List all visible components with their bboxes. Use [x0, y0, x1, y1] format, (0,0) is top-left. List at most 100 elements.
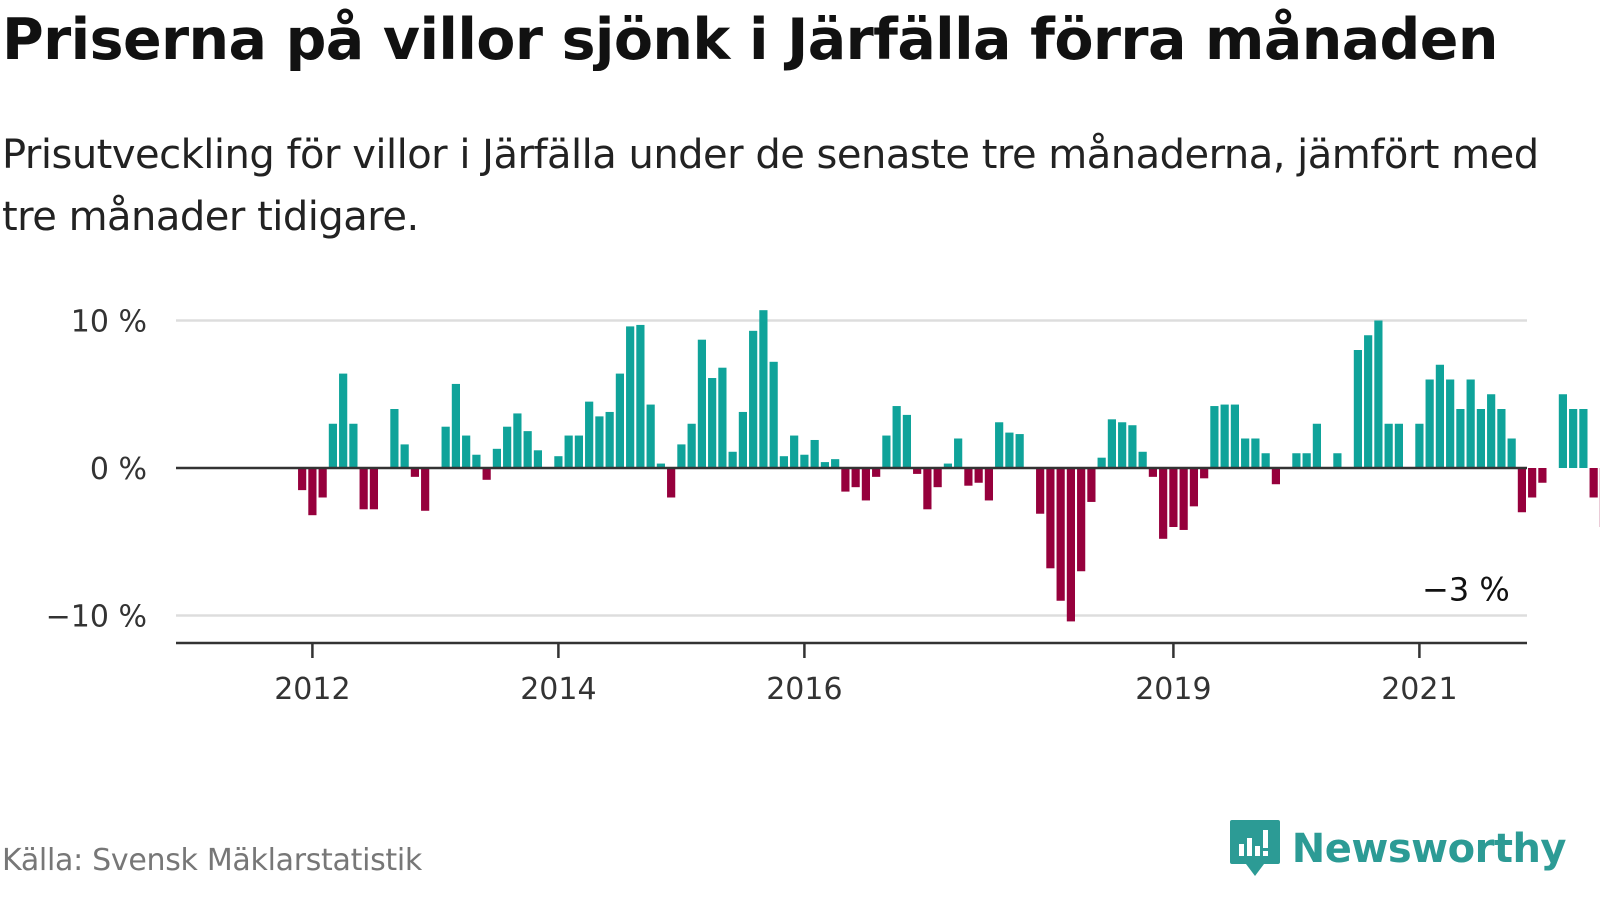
bar	[1558, 394, 1567, 468]
bar	[1507, 438, 1516, 468]
bar	[328, 423, 337, 468]
bar	[749, 330, 758, 468]
bar	[1056, 468, 1065, 601]
x-tick-label: 2014	[520, 672, 596, 707]
bar	[954, 438, 963, 468]
bar	[605, 411, 614, 468]
bar	[913, 468, 922, 474]
bar	[882, 435, 891, 468]
bar	[298, 468, 307, 491]
brand-name: Newsworthy	[1291, 826, 1567, 872]
bar	[964, 468, 973, 486]
axes	[176, 466, 1527, 658]
chart-title: Priserna på villor sjönk i Järfälla förr…	[2, 7, 1498, 73]
bar	[892, 406, 901, 468]
bar	[1138, 451, 1147, 468]
bar	[1210, 406, 1219, 468]
bar	[1148, 468, 1157, 477]
newsworthy-logo-icon	[1229, 820, 1280, 876]
bar	[1569, 409, 1578, 468]
bar	[1036, 468, 1045, 514]
bar	[759, 310, 768, 468]
bar	[1364, 335, 1373, 468]
bar	[554, 456, 563, 468]
bar	[349, 423, 358, 468]
bar	[1097, 457, 1106, 468]
bar	[1230, 404, 1239, 468]
bar	[1066, 468, 1075, 622]
tick-labels: 10 %0 %−10 %201220142016201920212023−3 %	[46, 305, 1510, 708]
bar	[1476, 409, 1485, 468]
x-tick-label: 2019	[1135, 672, 1211, 707]
bar	[697, 339, 706, 468]
bar	[1046, 468, 1055, 569]
end-value-label: −3 %	[1422, 570, 1510, 608]
bar	[1107, 419, 1116, 468]
bar	[923, 468, 932, 510]
bar	[636, 324, 645, 468]
bar	[943, 463, 952, 468]
bar	[482, 468, 491, 480]
bar	[769, 361, 778, 468]
bar	[441, 426, 450, 468]
bar	[677, 444, 686, 468]
bar	[1241, 438, 1250, 468]
source-note: Källa: Svensk Mäklarstatistik	[2, 843, 423, 878]
bar	[800, 454, 809, 468]
bar	[1118, 422, 1127, 468]
bar	[523, 431, 532, 469]
bar	[646, 404, 655, 468]
bar	[851, 468, 860, 488]
brand-logo: Newsworthy	[1228, 818, 1567, 880]
x-tick-label: 2012	[274, 672, 350, 707]
bar	[1497, 409, 1506, 468]
bar	[564, 435, 573, 468]
bar	[1302, 453, 1311, 468]
bar	[1189, 468, 1198, 507]
bar	[308, 468, 317, 516]
bar	[1333, 453, 1342, 468]
bar	[810, 439, 819, 468]
bar	[820, 462, 829, 468]
bar	[1374, 320, 1383, 468]
bar	[1538, 468, 1547, 483]
bar	[400, 444, 409, 468]
bar	[738, 411, 747, 468]
chart-subtitle: Prisutveckling för villor i Järfälla und…	[2, 132, 1539, 240]
bar	[595, 416, 604, 469]
bar	[1394, 423, 1403, 468]
bar	[1466, 379, 1475, 468]
bar	[369, 468, 378, 510]
bar	[1251, 438, 1260, 468]
bar	[1128, 425, 1137, 468]
bar	[656, 463, 665, 468]
gridlines	[176, 319, 1527, 617]
bar	[974, 468, 983, 483]
bar-chart: 10 %0 %−10 %201220142016201920212023−3 %	[46, 305, 1600, 708]
y-tick-label: −10 %	[46, 600, 147, 635]
bar	[390, 409, 399, 468]
bar	[421, 468, 430, 511]
bar	[1261, 453, 1270, 468]
bar	[1487, 394, 1496, 468]
bar	[503, 426, 512, 468]
bar	[831, 459, 840, 468]
bar	[718, 367, 727, 468]
bar	[1087, 468, 1096, 502]
bar	[984, 468, 993, 501]
bar	[790, 435, 799, 468]
bars	[298, 310, 1600, 622]
y-tick-label: 0 %	[90, 452, 147, 487]
bar	[1200, 468, 1209, 479]
bar	[1353, 350, 1362, 468]
bar	[933, 468, 942, 488]
bar	[1179, 468, 1188, 530]
bar	[585, 401, 594, 469]
bar	[687, 423, 696, 468]
bar	[1292, 453, 1301, 468]
bar	[533, 450, 542, 468]
bar	[995, 422, 1004, 468]
bar	[841, 468, 850, 492]
bar	[779, 456, 788, 468]
bar	[1589, 468, 1598, 498]
